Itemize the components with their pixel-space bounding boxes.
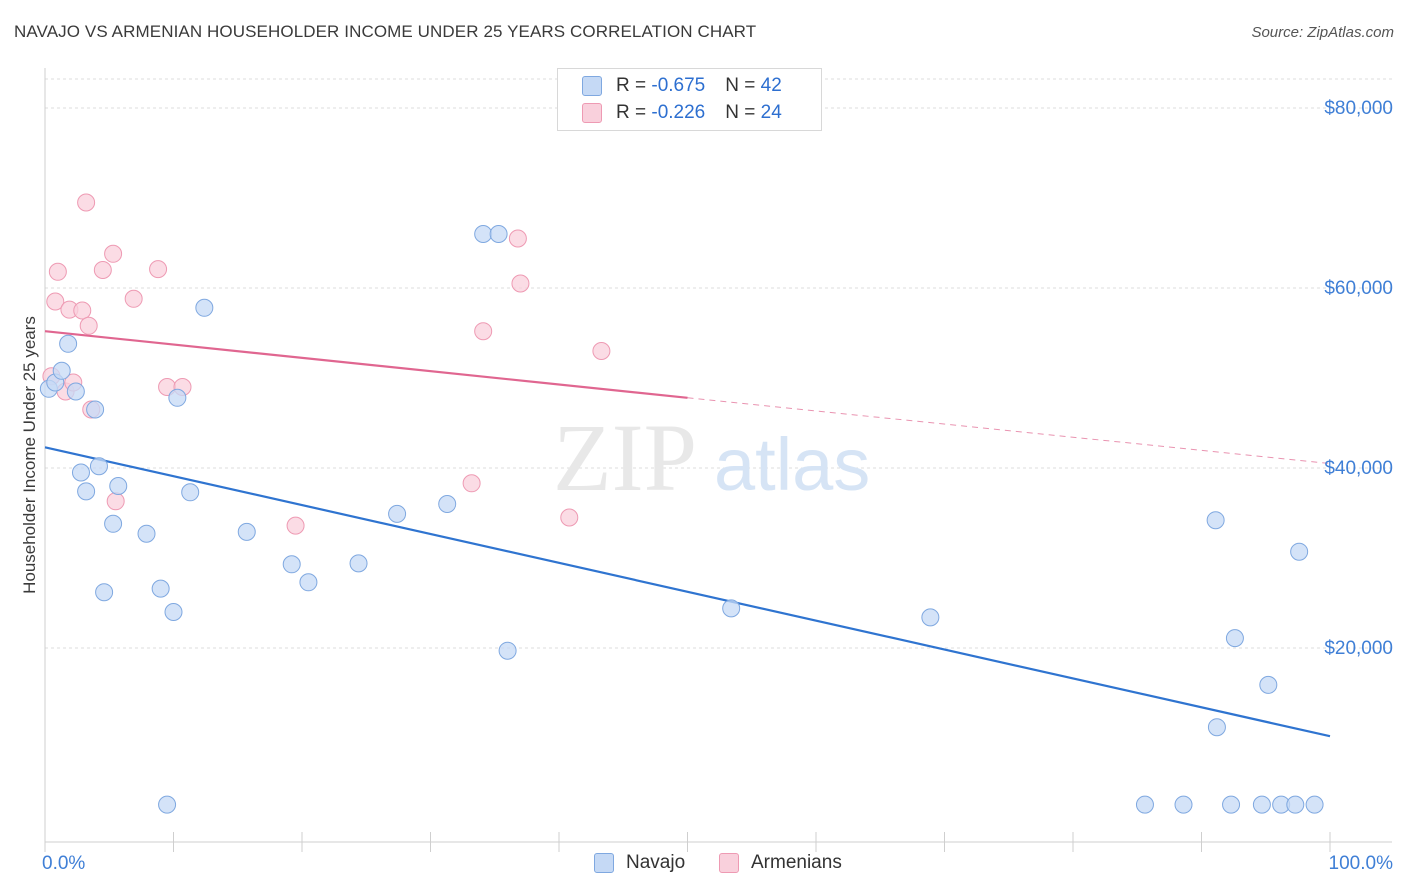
data-points bbox=[39, 193, 1324, 814]
armenian-swatch bbox=[582, 103, 602, 123]
watermark-atlas: atlas bbox=[714, 423, 870, 506]
y-tick-label: $80,000 bbox=[1324, 98, 1393, 119]
armenian-point bbox=[73, 301, 92, 320]
navajo-r-value: -0.675 bbox=[651, 75, 706, 96]
navajo-point bbox=[299, 573, 318, 592]
armenian-point bbox=[511, 274, 530, 293]
tick-labels: $20,000 $40,000 $60,000 $80,000 0.0% 100.0% bbox=[42, 98, 1393, 874]
legend-item-navajo: Navajo bbox=[594, 852, 685, 874]
navajo-point bbox=[59, 334, 78, 353]
navajo-point bbox=[168, 388, 187, 407]
armenian-point bbox=[48, 262, 67, 281]
armenian-point bbox=[93, 261, 112, 279]
armenian-trend-line bbox=[44, 330, 688, 399]
navajo-point bbox=[71, 463, 90, 482]
navajo-point bbox=[1207, 718, 1226, 737]
navajo-point bbox=[1206, 511, 1225, 530]
navajo-point bbox=[349, 554, 368, 573]
armenian-point bbox=[592, 342, 611, 360]
y-tick-label: $20,000 bbox=[1324, 638, 1393, 659]
watermark-zip: ZIP bbox=[553, 404, 697, 511]
armenian-point bbox=[474, 322, 493, 341]
source-credit: Source: ZipAtlas.com bbox=[1251, 24, 1394, 41]
navajo-point bbox=[195, 298, 214, 317]
navajo-point bbox=[1222, 795, 1241, 814]
navajo-point bbox=[438, 495, 457, 513]
armenian-legend-label: Armenians bbox=[751, 852, 842, 873]
navajo-point bbox=[89, 457, 108, 476]
navajo-point bbox=[77, 482, 96, 501]
navajo-point bbox=[1290, 542, 1309, 561]
navajo-point bbox=[237, 522, 256, 541]
navajo-point bbox=[137, 524, 156, 543]
axes bbox=[44, 68, 1392, 852]
gridlines bbox=[45, 78, 1392, 649]
armenian-trend-extension bbox=[687, 397, 1331, 464]
armenian-point bbox=[124, 289, 143, 308]
armenian-r-label: R = bbox=[616, 102, 652, 123]
armenian-point bbox=[79, 316, 98, 335]
armenian-point bbox=[149, 260, 168, 279]
navajo-point bbox=[66, 382, 85, 401]
navajo-legend-swatch bbox=[594, 853, 614, 873]
navajo-point bbox=[1305, 795, 1324, 814]
navajo-point bbox=[86, 400, 105, 419]
navajo-point bbox=[1252, 795, 1271, 814]
navajo-point bbox=[1225, 629, 1244, 648]
navajo-point bbox=[489, 225, 508, 243]
legend-row-navajo: R = -0.675 N = 42 bbox=[582, 74, 782, 98]
navajo-trend-line bbox=[44, 446, 1331, 738]
chart-title: NAVAJO VS ARMENIAN HOUSEHOLDER INCOME UN… bbox=[14, 22, 757, 41]
correlation-legend: R = -0.675 N = 42 R = -0.226 N = 24 bbox=[557, 68, 822, 131]
navajo-point bbox=[1174, 795, 1193, 814]
navajo-point bbox=[474, 225, 493, 243]
navajo-legend-label: Navajo bbox=[626, 852, 686, 873]
navajo-point bbox=[921, 608, 940, 627]
navajo-swatch bbox=[582, 76, 602, 96]
navajo-point bbox=[181, 483, 200, 502]
legend-row-armenians: R = -0.226 N = 24 bbox=[582, 101, 782, 125]
navajo-point bbox=[158, 795, 177, 814]
armenian-n-value: 24 bbox=[760, 102, 782, 123]
navajo-point bbox=[722, 599, 741, 618]
navajo-point bbox=[104, 514, 123, 533]
armenian-point bbox=[46, 292, 65, 311]
navajo-n-label: N = bbox=[725, 75, 761, 96]
y-tick-label: $60,000 bbox=[1324, 278, 1393, 299]
navajo-point bbox=[95, 583, 114, 602]
armenian-point bbox=[77, 193, 96, 212]
armenian-point bbox=[104, 244, 123, 263]
y-tick-label: $40,000 bbox=[1324, 458, 1393, 479]
armenian-legend-swatch bbox=[719, 853, 739, 873]
watermark: ZIP atlas bbox=[553, 404, 870, 511]
navajo-point bbox=[52, 361, 71, 380]
armenian-n-label: N = bbox=[725, 102, 761, 123]
legend-item-armenians: Armenians bbox=[719, 852, 842, 874]
armenian-point bbox=[560, 508, 579, 527]
armenian-point bbox=[286, 516, 305, 535]
navajo-point bbox=[1135, 795, 1154, 814]
navajo-n-value: 42 bbox=[760, 75, 782, 96]
armenian-point bbox=[106, 492, 125, 511]
y-axis-label: Householder Income Under 25 years bbox=[20, 316, 39, 594]
armenian-point bbox=[462, 474, 481, 493]
navajo-point bbox=[164, 603, 183, 621]
armenian-r-value: -0.226 bbox=[651, 102, 706, 123]
navajo-point bbox=[498, 641, 517, 660]
navajo-point bbox=[282, 555, 301, 574]
navajo-point bbox=[151, 579, 170, 598]
navajo-r-label: R = bbox=[616, 75, 652, 96]
armenian-point bbox=[508, 229, 527, 248]
navajo-point bbox=[388, 504, 407, 523]
x-tick-label: 100.0% bbox=[1329, 853, 1394, 874]
x-tick-label: 0.0% bbox=[42, 853, 85, 874]
navajo-point bbox=[1259, 675, 1278, 694]
navajo-point bbox=[109, 477, 128, 495]
navajo-point bbox=[1286, 795, 1305, 814]
trendlines bbox=[44, 330, 1331, 738]
